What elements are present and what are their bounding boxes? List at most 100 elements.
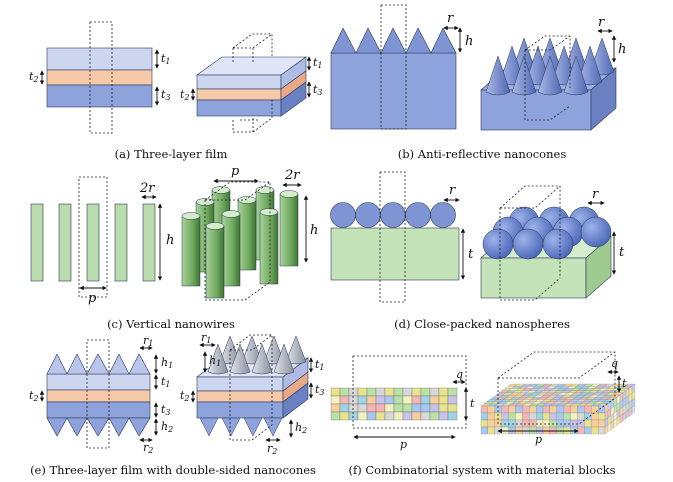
dim-r-d3d: r	[587, 187, 605, 206]
material-block	[357, 411, 368, 421]
svg-text:p: p	[400, 438, 407, 451]
svg-text:t3: t3	[161, 88, 171, 102]
material-block	[480, 405, 488, 414]
material-block	[438, 395, 449, 405]
dim-q-f3d: q	[607, 357, 619, 375]
material-block	[393, 411, 404, 421]
svg-text:t1: t1	[315, 358, 325, 372]
material-block	[598, 426, 606, 435]
svg-text:t3: t3	[315, 383, 325, 397]
double-cones-3d	[196, 334, 309, 441]
material-block	[556, 419, 564, 428]
material-block	[487, 412, 495, 421]
material-block	[447, 395, 458, 405]
spheres-2d	[330, 171, 460, 303]
dim-t-f3d: t	[616, 375, 627, 393]
svg-text:t: t	[619, 245, 625, 260]
material-block	[339, 387, 350, 397]
material-block	[420, 387, 431, 397]
material-block	[429, 387, 440, 397]
svg-text:q: q	[611, 357, 618, 370]
double-cones-2d	[46, 339, 151, 449]
material-block	[549, 426, 557, 435]
svg-text:r2: r2	[267, 442, 277, 456]
wires-2d	[30, 203, 156, 282]
svg-text:t: t	[622, 377, 627, 390]
material-block	[556, 405, 564, 414]
unit-cell-outline-f3d	[497, 351, 616, 425]
material-block	[366, 387, 377, 397]
material-block	[598, 419, 606, 428]
material-block	[508, 419, 516, 428]
spheres-3d	[480, 185, 612, 301]
material-block	[402, 395, 413, 405]
material-block	[438, 403, 449, 413]
material-block	[402, 411, 413, 421]
dim-h-b3d: h	[611, 35, 626, 63]
material-block	[515, 426, 523, 435]
material-block	[508, 405, 516, 414]
material-block	[529, 405, 537, 414]
svg-text:r1: r1	[143, 334, 153, 348]
material-block	[384, 403, 395, 413]
material-block	[339, 395, 350, 405]
material-block	[339, 403, 350, 413]
svg-text:r: r	[447, 11, 454, 26]
svg-text:t3: t3	[313, 83, 323, 97]
material-block	[536, 419, 544, 428]
material-block	[549, 419, 557, 428]
material-block	[529, 419, 537, 428]
dim-r-d: r	[443, 183, 460, 203]
material-block	[577, 412, 585, 421]
material-block	[508, 412, 516, 421]
panel-e: r1 h1 t1 t3 h2 r2 t2	[29, 331, 325, 477]
material-block	[563, 419, 571, 428]
material-block	[631, 404, 636, 415]
material-block	[529, 412, 537, 421]
material-block	[384, 411, 395, 421]
dim-h-c: h	[157, 203, 174, 281]
dim-t1-3d: t1	[306, 56, 323, 71]
svg-text:t2: t2	[180, 88, 190, 102]
material-block	[549, 405, 557, 414]
material-block	[393, 387, 404, 397]
svg-text:t2: t2	[29, 70, 39, 84]
material-block	[375, 411, 386, 421]
svg-text:r: r	[598, 15, 605, 30]
material-block	[598, 412, 606, 421]
unit-cell-outline-c	[78, 176, 108, 298]
panel-d: r t r	[330, 171, 625, 331]
unit-cell-outline	[89, 21, 113, 134]
material-block	[330, 387, 341, 397]
svg-text:t: t	[470, 397, 475, 410]
svg-text:h2: h2	[161, 420, 173, 434]
material-block	[563, 412, 571, 421]
material-block	[501, 405, 509, 414]
material-block	[447, 403, 458, 413]
svg-text:t1: t1	[161, 375, 171, 389]
svg-text:p: p	[231, 164, 240, 179]
dim-h-b: h	[457, 27, 473, 53]
material-block	[577, 426, 585, 435]
material-block	[522, 419, 530, 428]
material-block	[556, 426, 564, 435]
dim-t-f: t	[463, 387, 475, 421]
material-block	[577, 405, 585, 414]
material-block	[348, 411, 359, 421]
material-block	[508, 426, 516, 435]
material-block	[584, 426, 592, 435]
material-block	[501, 426, 509, 435]
material-block	[366, 403, 377, 413]
svg-text:t1: t1	[313, 56, 323, 70]
material-block	[536, 405, 544, 414]
svg-text:t2: t2	[29, 389, 39, 403]
svg-text:t1: t1	[161, 52, 171, 66]
material-block	[384, 395, 395, 405]
material-block	[487, 419, 495, 428]
dim-r-b: r	[443, 11, 459, 31]
dim-t-d: t	[460, 228, 474, 280]
svg-text:r: r	[449, 183, 456, 198]
material-block	[487, 426, 495, 435]
material-block	[411, 395, 422, 405]
material-block	[330, 411, 341, 421]
